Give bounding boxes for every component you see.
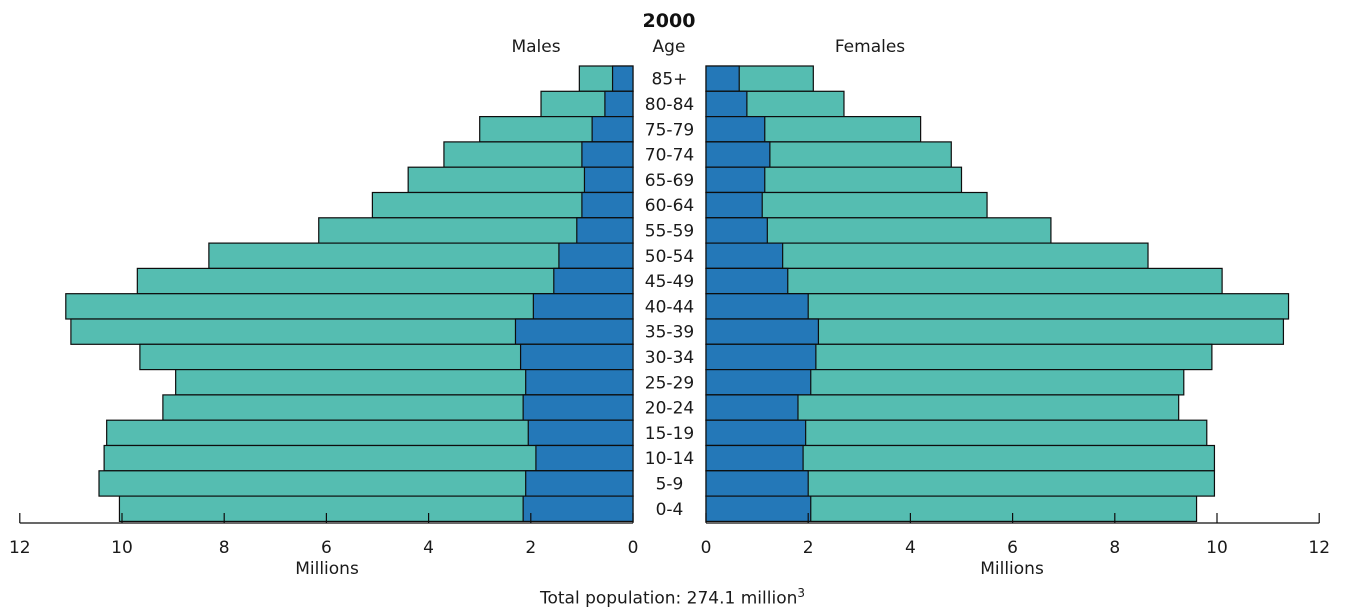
male-x-axis: 0 2 4 6 8 10 12 [9, 513, 638, 558]
male-bar-inner-20-24 [522, 394, 634, 421]
male-tick-label-2: 2 [525, 538, 536, 558]
male-bars [65, 65, 634, 523]
total-population-note: Total population: 274.1 million3 [0, 586, 1345, 609]
female-bar-inner-65-69 [705, 166, 766, 194]
age-label-10-14: 10-14 [645, 449, 694, 469]
female-bar-inner-35-39 [705, 318, 820, 345]
age-label-5-9: 5-9 [656, 474, 684, 494]
female-bar-inner-50-54 [705, 242, 784, 270]
female-x-axis-label: Millions [980, 559, 1044, 579]
male-bar-inner-85plus [611, 65, 634, 92]
male-tick-label-4: 4 [423, 538, 434, 558]
female-bar-inner-70-74 [705, 141, 771, 168]
female-bar-inner-20-24 [705, 394, 799, 421]
age-label-20-24: 20-24 [645, 399, 694, 419]
age-header: Age [653, 37, 686, 57]
age-label-60-64: 60-64 [645, 196, 694, 216]
male-bar-inner-60-64 [581, 191, 634, 219]
male-bar-inner-30-34 [519, 343, 634, 371]
female-bar-inner-60-64 [705, 191, 763, 219]
female-bar-inner-25-29 [705, 369, 812, 396]
female-bar-inner-80-84 [705, 90, 748, 118]
female-tick-label-10: 10 [1206, 538, 1228, 558]
age-label-40-44: 40-44 [645, 297, 694, 317]
male-tick-label-6: 6 [321, 538, 332, 558]
male-bar-inner-35-39 [514, 318, 634, 345]
female-tick-label-12: 12 [1308, 538, 1330, 558]
female-tick-label-2: 2 [803, 538, 814, 558]
male-tick-label-10: 10 [111, 538, 133, 558]
age-label-75-79: 75-79 [645, 120, 694, 140]
age-label-65-69: 65-69 [645, 171, 694, 191]
female-bar-inner-15-19 [705, 419, 807, 447]
population-pyramid-chart: 2000 Males Age Females 85+ 80-84 75-79 70-7… [9, 10, 1330, 579]
female-tick-label-6: 6 [1007, 538, 1018, 558]
female-tick-label-4: 4 [905, 538, 916, 558]
female-x-axis: 0 2 4 6 8 10 12 [701, 513, 1330, 558]
male-bar-inner-45-49 [553, 267, 634, 295]
female-bar-inner-5-9 [705, 470, 809, 497]
age-label-50-54: 50-54 [645, 247, 694, 267]
chart-title: 2000 [643, 10, 696, 32]
male-bar-inner-5-9 [525, 470, 634, 497]
female-bar-inner-30-34 [705, 343, 817, 371]
female-bar-inner-85plus [705, 65, 740, 92]
female-bar-inner-45-49 [705, 267, 789, 295]
male-tick-label-8: 8 [219, 538, 230, 558]
male-bar-inner-65-69 [583, 166, 634, 194]
footnote-marker: 3 [797, 586, 806, 600]
age-label-0-4: 0-4 [656, 500, 684, 520]
female-bars [705, 65, 1290, 523]
female-bar-inner-0-4 [705, 495, 812, 523]
age-label-25-29: 25-29 [645, 373, 694, 393]
total-population-text: Total population: 274.1 million [539, 588, 798, 609]
male-bar-inner-15-19 [527, 419, 634, 447]
age-label-45-49: 45-49 [645, 272, 694, 292]
male-bar-inner-40-44 [532, 293, 634, 320]
females-header: Females [835, 37, 905, 57]
female-bar-inner-10-14 [705, 444, 804, 472]
males-header: Males [511, 37, 560, 57]
male-bar-inner-70-74 [581, 141, 634, 168]
male-bar-inner-50-54 [558, 242, 634, 270]
age-label-30-34: 30-34 [645, 348, 694, 368]
age-label-15-19: 15-19 [645, 424, 694, 444]
age-label-80-84: 80-84 [645, 95, 694, 115]
age-label-55-59: 55-59 [645, 221, 694, 241]
age-group-labels: 85+ 80-84 75-79 70-74 65-69 60-64 55-59 50-54 45… [645, 70, 694, 520]
age-label-70-74: 70-74 [645, 146, 694, 166]
male-bar-inner-55-59 [576, 217, 634, 244]
female-tick-label-0: 0 [701, 538, 712, 558]
age-label-35-39: 35-39 [645, 323, 694, 343]
male-bar-inner-80-84 [604, 90, 634, 118]
male-bar-inner-25-29 [525, 369, 634, 396]
male-bar-inner-75-79 [591, 115, 634, 143]
female-tick-label-8: 8 [1109, 538, 1120, 558]
female-bar-inner-75-79 [705, 115, 766, 143]
male-bar-inner-10-14 [535, 444, 634, 472]
male-tick-label-12: 12 [9, 538, 31, 558]
female-bar-inner-40-44 [705, 293, 809, 320]
female-bar-inner-55-59 [705, 217, 768, 244]
male-tick-label-0: 0 [628, 538, 639, 558]
male-x-axis-label: Millions [295, 559, 359, 579]
male-bar-inner-0-4 [522, 495, 634, 523]
age-label-85plus: 85+ [652, 70, 688, 90]
